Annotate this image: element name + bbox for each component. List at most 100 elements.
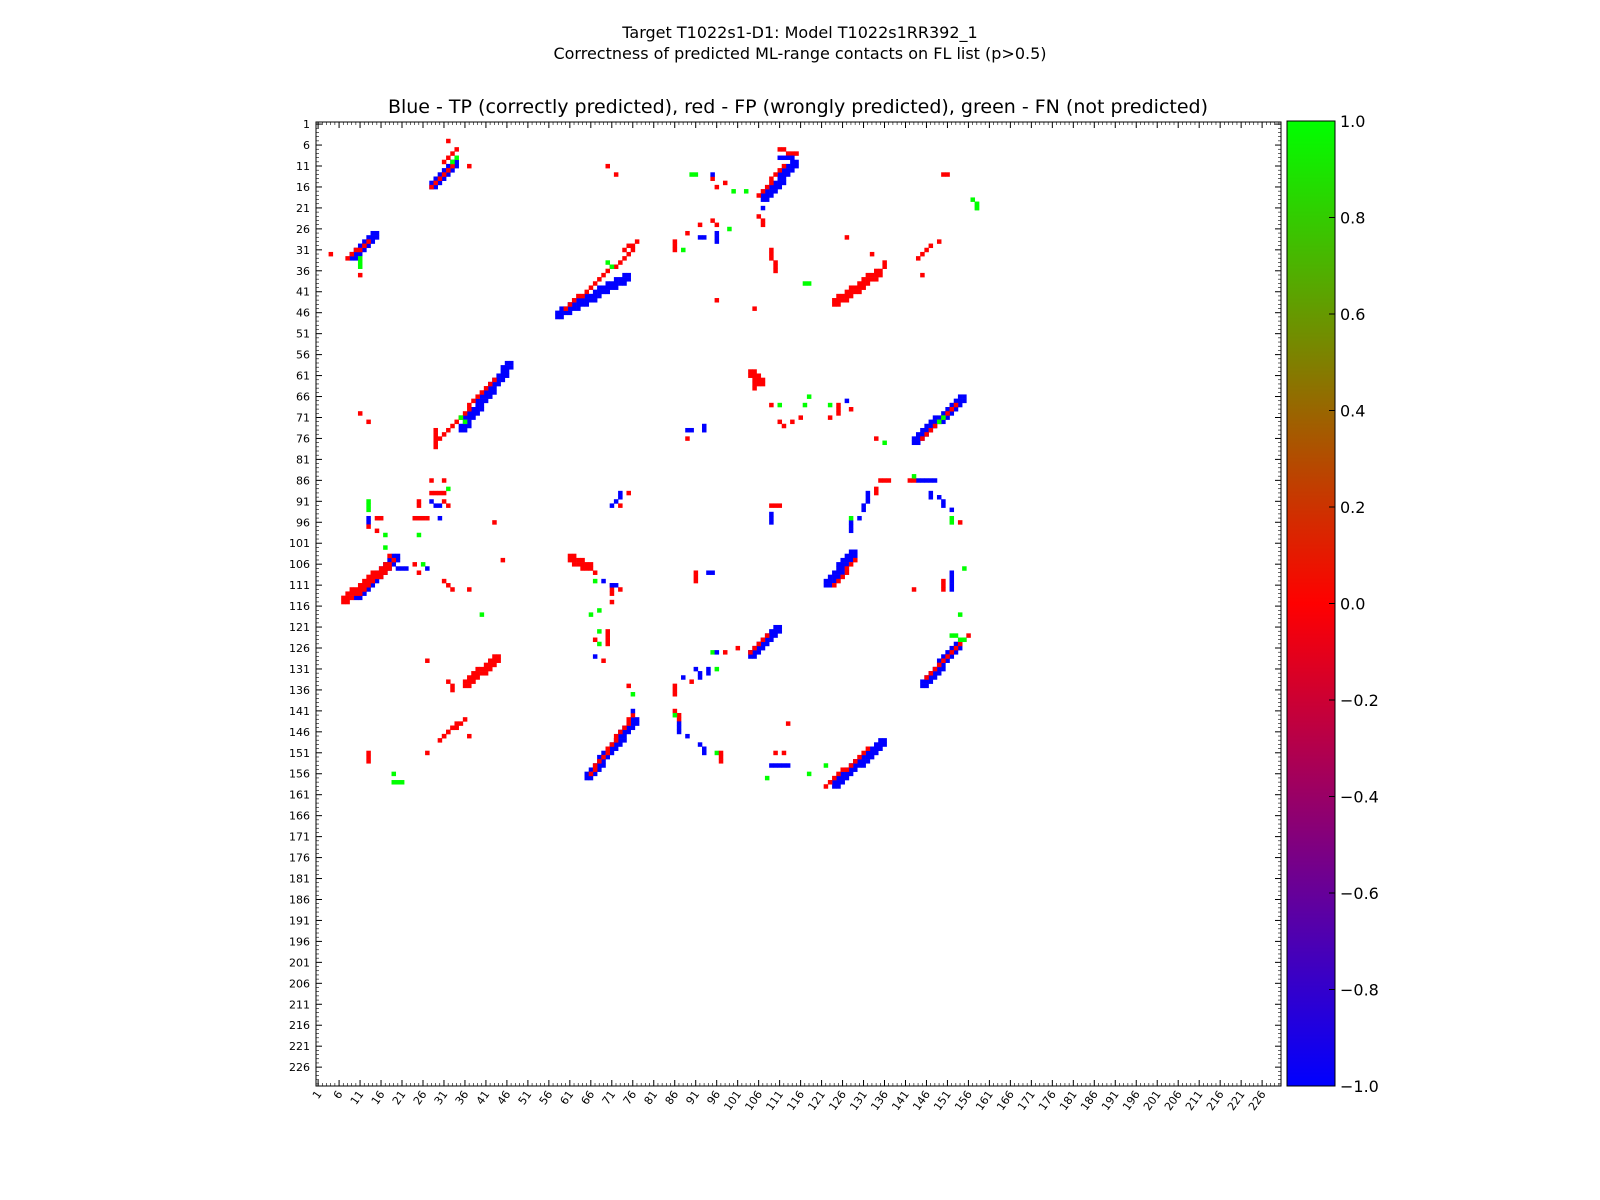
contact-cell-fp [416,570,422,575]
contact-cell-tp [462,415,468,420]
contact-cell-tp [571,302,577,307]
contact-cell-fp [928,243,934,249]
contact-cell-fn [689,172,694,177]
contact-cell-fp [588,566,594,571]
x-tick-labels: 1 6 11 16 21 26 31 36 41 46 51 56 61 66 71 76 81 86 91 9610… [310,1088,1269,1113]
contact-cell-tp [848,771,854,777]
x-tick-label: 31 [432,1088,451,1107]
contact-cell-fp [764,184,770,190]
contact-cell-fp [840,293,845,299]
contact-cell-tp [785,163,791,169]
contact-cell-fp [836,411,841,416]
contact-cell-tp [878,746,883,751]
contact-cell-tp [823,578,829,584]
contact-cell-fp [932,423,938,429]
contact-cell-tp [504,360,510,366]
contact-cell-fp [475,671,480,676]
contact-cell-tp [613,281,619,286]
contact-cell-fp [425,515,430,521]
contact-cell-tp [932,415,938,420]
contact-cell-fp [752,369,757,374]
contact-cell-tp [953,398,959,404]
contact-cell-tp [714,650,720,655]
contact-cell-fp [488,662,493,668]
contact-cell-fn [672,712,678,718]
x-tick-label: 151 [931,1088,954,1113]
contact-cell-fp [710,218,715,223]
contact-cell-tp [941,654,946,659]
contact-cell-fp [446,583,451,588]
contact-cell-tp [697,742,703,747]
contact-cell-tp [437,180,443,186]
colorbar-tick-label: 0.8 [1340,209,1365,228]
contact-cell-tp [496,373,501,378]
contact-cell-tp [853,767,858,772]
contact-cell-fp [832,583,837,588]
contact-cell-tp [764,197,770,202]
contact-cell-fp [366,750,371,756]
contact-cell-fp [626,243,631,249]
contact-cell-tp [773,633,778,638]
contact-cell-tp [689,427,694,433]
contact-cell-tp [865,759,871,764]
colorbar-tick-label: −0.6 [1340,884,1379,903]
contact-cell-tp [626,725,631,731]
contact-cell-tp [836,775,841,781]
contact-cell-fn [974,201,980,207]
contact-cell-tp [609,746,615,751]
colorbar-tick-label: 0.6 [1340,305,1365,324]
contact-cell-fp [479,666,485,672]
contact-cell-fp [773,750,778,756]
contact-cell-tp [567,306,573,311]
contact-cell-fp [915,256,921,261]
contact-cell-fp [450,151,455,156]
contact-cell-fp [488,381,493,387]
contact-cell-fp [362,583,367,588]
contact-cell-fp [777,147,783,152]
contact-cell-tp [362,591,367,596]
contact-cell-fp [437,490,443,496]
contact-cell-fp [446,138,451,144]
contact-cell-tp [844,562,850,567]
contact-cell-tp [857,515,862,521]
contact-cell-tp [571,306,577,311]
contact-cell-fp [878,478,883,483]
contact-cell-tp [932,478,938,483]
contact-cell-fp [609,742,615,747]
contact-cell-tp [945,407,950,412]
contact-cell-tp [920,478,925,483]
contact-cell-tp [630,725,636,731]
contact-cell-tp [928,679,934,684]
contact-cell-tp [790,155,795,161]
contact-cell-tp [697,235,703,240]
contact-cell-tp [597,767,602,772]
colorbar-tick-label: −0.2 [1340,691,1379,710]
contact-cell-tp [626,277,631,282]
contact-cell-tp [764,637,770,643]
contact-cell-fp [848,763,854,768]
contact-cell-tp [479,402,485,408]
contact-cell-fp [857,285,862,290]
contact-cell-tp [592,298,598,303]
contact-cell-fp [760,377,766,383]
contact-cell-tp [957,402,963,408]
x-tick-label: 191 [1099,1088,1122,1113]
contact-cell-tp [920,432,925,437]
x-tick-label: 111 [763,1088,786,1113]
contact-cell-fp [370,574,376,580]
contact-cell-tp [848,520,854,525]
contact-cell-tp [920,427,925,433]
contact-cell-tp [475,402,480,408]
y-tick-label: 171 [289,831,310,844]
contact-cell-tp [588,293,594,299]
contact-cell-tp [941,666,946,672]
contact-cell-fp [869,277,875,282]
contact-cell-tp [773,184,778,190]
contact-cell-tp [936,658,942,663]
contact-cell-fp [467,733,472,739]
contact-cell-tp [622,738,627,743]
contact-cell-fp [777,503,783,508]
contact-cell-tp [609,583,615,588]
contact-cell-fp [433,444,438,450]
contact-cell-fp [609,599,615,605]
